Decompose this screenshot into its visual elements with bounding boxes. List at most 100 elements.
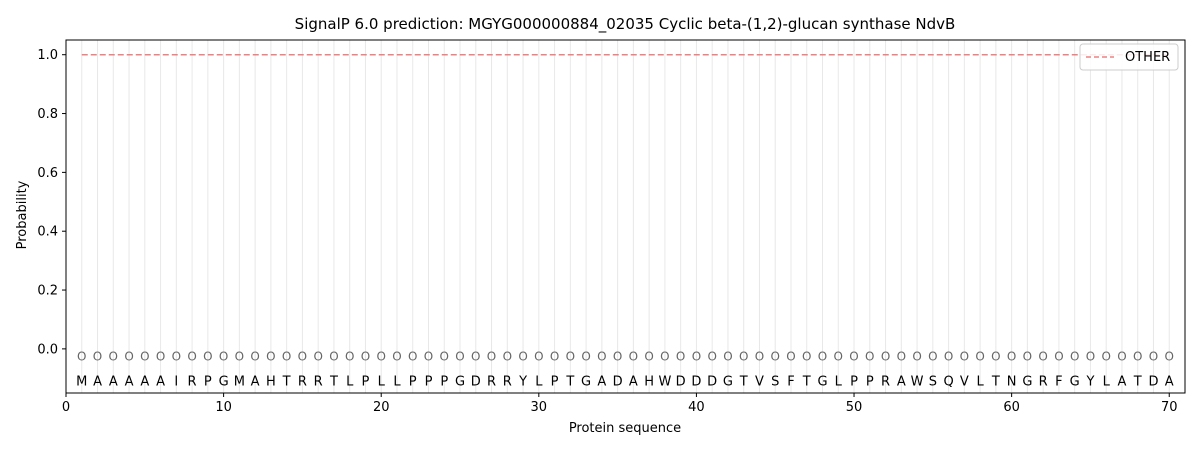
- residue-label: A: [251, 374, 260, 389]
- residue-label: A: [1165, 374, 1174, 389]
- residue-label: D: [1148, 374, 1158, 389]
- prediction-mark: O: [739, 350, 748, 364]
- residue-label: P: [850, 374, 858, 389]
- prediction-mark: O: [172, 350, 181, 364]
- prediction-mark: O: [944, 350, 953, 364]
- residue-label: S: [929, 374, 937, 389]
- y-tick-label: 0.8: [37, 107, 58, 122]
- residue-label: G: [817, 374, 827, 389]
- residue-label: P: [204, 374, 212, 389]
- residue-label: G: [1070, 374, 1080, 389]
- prediction-mark: O: [881, 350, 890, 364]
- x-tick-label: 70: [1161, 400, 1178, 415]
- residue-label: F: [1055, 374, 1062, 389]
- prediction-mark: O: [1101, 350, 1110, 364]
- prediction-mark: O: [991, 350, 1000, 364]
- residue-label: A: [140, 374, 149, 389]
- residue-label: H: [266, 374, 276, 389]
- legend-box: [1079, 43, 1179, 71]
- residue-label: H: [644, 374, 654, 389]
- prediction-mark: O: [250, 350, 259, 364]
- prediction-mark: O: [707, 350, 716, 364]
- prediction-mark: O: [723, 350, 732, 364]
- prediction-mark: O: [550, 350, 559, 364]
- residue-label: L: [535, 374, 543, 389]
- residue-label: S: [771, 374, 779, 389]
- y-tick-label: 0.2: [37, 284, 58, 299]
- prediction-mark: O: [187, 350, 196, 364]
- legend-label-other: OTHER: [1125, 50, 1170, 65]
- chart-title: SignalP 6.0 prediction: MGYG000000884_02…: [295, 15, 956, 34]
- legend: OTHER: [1079, 43, 1179, 71]
- residue-label: P: [866, 374, 874, 389]
- prediction-mark: O: [1117, 350, 1126, 364]
- residue-label: P: [409, 374, 417, 389]
- x-tick-label: 0: [62, 400, 70, 415]
- x-tick-label: 40: [688, 400, 705, 415]
- prediction-mark: O: [455, 350, 464, 364]
- prediction-mark: O: [1007, 350, 1016, 364]
- residue-label: D: [707, 374, 717, 389]
- x-axis-label: Protein sequence: [569, 421, 681, 436]
- prediction-mark: O: [1023, 350, 1032, 364]
- prediction-mark: O: [329, 350, 338, 364]
- residue-label: L: [346, 374, 354, 389]
- y-axis-label: Probability: [15, 180, 30, 249]
- residue-label: T: [1133, 374, 1142, 389]
- residue-label: A: [125, 374, 134, 389]
- residue-label: A: [597, 374, 606, 389]
- prediction-mark: O: [629, 350, 638, 364]
- prediction-mark: O: [644, 350, 653, 364]
- prediction-mark: O: [392, 350, 401, 364]
- prediction-mark: O: [660, 350, 669, 364]
- prediction-mark: O: [313, 350, 322, 364]
- residue-label: P: [425, 374, 433, 389]
- residue-label: P: [362, 374, 370, 389]
- residue-label: L: [976, 374, 984, 389]
- residue-label: G: [219, 374, 229, 389]
- prediction-mark: O: [1038, 350, 1047, 364]
- residue-label: Q: [943, 374, 953, 389]
- residue-label: R: [298, 374, 307, 389]
- residue-gridlines: [81, 40, 1170, 393]
- prediction-mark: O: [802, 350, 811, 364]
- prediction-mark: O: [676, 350, 685, 364]
- residue-label: L: [393, 374, 401, 389]
- x-tick-label: 10: [215, 400, 232, 415]
- prediction-mark: O: [1165, 350, 1174, 364]
- residue-label: A: [897, 374, 906, 389]
- residue-label: Y: [518, 374, 527, 389]
- residue-label: T: [739, 374, 748, 389]
- prediction-mark: O: [534, 350, 543, 364]
- residue-label: F: [787, 374, 794, 389]
- prediction-mark: O: [1070, 350, 1079, 364]
- prediction-mark: O: [140, 350, 149, 364]
- residue-label: R: [487, 374, 496, 389]
- prediction-mark: O: [124, 350, 133, 364]
- prediction-mark: O: [408, 350, 417, 364]
- residue-label: G: [581, 374, 591, 389]
- residue-label: I: [174, 374, 178, 389]
- prediction-mark: O: [755, 350, 764, 364]
- prediction-mark: O: [928, 350, 937, 364]
- residue-label: L: [835, 374, 843, 389]
- prediction-mark: O: [440, 350, 449, 364]
- y-tick-label: 1.0: [37, 48, 58, 63]
- residue-label: W: [911, 374, 924, 389]
- x-tick-label: 20: [373, 400, 390, 415]
- residue-label: T: [329, 374, 338, 389]
- residue-label: L: [1103, 374, 1111, 389]
- residue-label: R: [188, 374, 197, 389]
- prediction-mark: O: [1149, 350, 1158, 364]
- prediction-mark: O: [581, 350, 590, 364]
- prediction-mark: O: [235, 350, 244, 364]
- residue-label: A: [109, 374, 118, 389]
- prediction-mark: O: [77, 350, 86, 364]
- prediction-mark: O: [345, 350, 354, 364]
- residue-label: A: [156, 374, 165, 389]
- prediction-mark: O: [156, 350, 165, 364]
- prediction-mark: O: [361, 350, 370, 364]
- prediction-mark: O: [834, 350, 843, 364]
- residue-label: P: [551, 374, 559, 389]
